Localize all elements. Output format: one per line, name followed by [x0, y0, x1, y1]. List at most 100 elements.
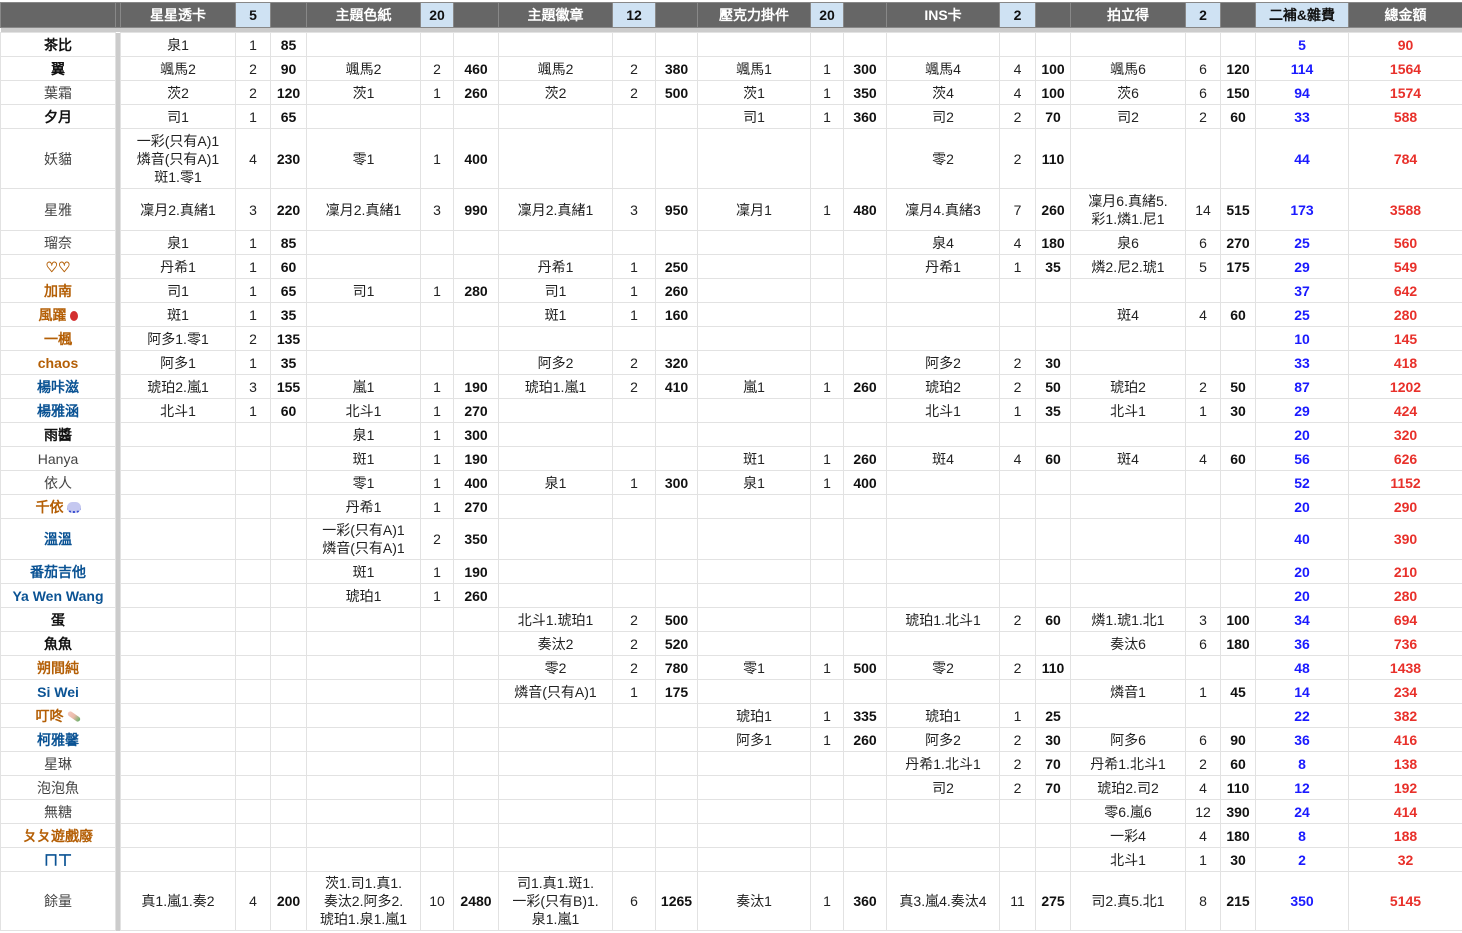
- item-cell[interactable]: 颯馬2: [307, 57, 421, 81]
- qty-cell[interactable]: 3: [1186, 608, 1221, 632]
- price-cell[interactable]: 300: [656, 471, 698, 495]
- fee-cell[interactable]: 22: [1256, 704, 1349, 728]
- qty-cell[interactable]: [236, 519, 271, 560]
- price-cell[interactable]: [1221, 129, 1256, 189]
- qty-cell[interactable]: 2: [236, 327, 271, 351]
- price-cell[interactable]: 270: [1221, 231, 1256, 255]
- fee-cell[interactable]: 40: [1256, 519, 1349, 560]
- price-cell[interactable]: [1221, 519, 1256, 560]
- item-cell[interactable]: 阿多1.零1: [121, 327, 236, 351]
- qty-cell[interactable]: [811, 680, 844, 704]
- total-cell[interactable]: 210: [1349, 560, 1462, 584]
- item-cell[interactable]: 嵐1: [698, 375, 811, 399]
- item-cell[interactable]: [1071, 704, 1186, 728]
- price-cell[interactable]: 60: [1221, 752, 1256, 776]
- price-cell[interactable]: 175: [656, 680, 698, 704]
- price-cell[interactable]: [454, 327, 499, 351]
- qty-cell[interactable]: [811, 608, 844, 632]
- qty-cell[interactable]: [236, 800, 271, 824]
- item-cell[interactable]: [307, 824, 421, 848]
- price-cell[interactable]: [656, 584, 698, 608]
- buyer-name-cell[interactable]: 叮咚: [1, 704, 116, 728]
- price-cell[interactable]: 990: [454, 189, 499, 231]
- item-cell[interactable]: 司1: [121, 105, 236, 129]
- qty-cell[interactable]: [613, 800, 656, 824]
- item-cell[interactable]: [499, 327, 613, 351]
- item-cell[interactable]: [1071, 423, 1186, 447]
- header-stock-qty-2[interactable]: 12: [613, 3, 656, 28]
- qty-cell[interactable]: 1: [236, 231, 271, 255]
- item-cell[interactable]: 琥珀1.北斗1: [887, 608, 1000, 632]
- item-cell[interactable]: [887, 824, 1000, 848]
- price-cell[interactable]: [1221, 656, 1256, 680]
- qty-cell[interactable]: [613, 495, 656, 519]
- price-cell[interactable]: 520: [656, 632, 698, 656]
- item-cell[interactable]: [121, 447, 236, 471]
- item-cell[interactable]: [887, 33, 1000, 57]
- price-cell[interactable]: [271, 471, 307, 495]
- header-fee[interactable]: 二補&雜費: [1256, 3, 1349, 28]
- item-cell[interactable]: [887, 423, 1000, 447]
- fee-cell[interactable]: 8: [1256, 824, 1349, 848]
- item-cell[interactable]: [499, 728, 613, 752]
- price-cell[interactable]: 500: [656, 81, 698, 105]
- price-cell[interactable]: [844, 608, 887, 632]
- item-cell[interactable]: [307, 351, 421, 375]
- qty-cell[interactable]: [613, 399, 656, 423]
- item-cell[interactable]: [121, 584, 236, 608]
- price-cell[interactable]: 220: [271, 189, 307, 231]
- item-cell[interactable]: 凜月2.真緒1: [121, 189, 236, 231]
- qty-cell[interactable]: [236, 752, 271, 776]
- header-price-cell-5[interactable]: [1221, 3, 1256, 28]
- qty-cell[interactable]: 3: [236, 375, 271, 399]
- item-cell[interactable]: 颯馬2: [121, 57, 236, 81]
- price-cell[interactable]: [844, 129, 887, 189]
- buyer-name-cell[interactable]: 溫溫: [1, 519, 116, 560]
- buyer-name-cell[interactable]: ♡♡: [1, 255, 116, 279]
- item-cell[interactable]: 燐音(只有A)1: [499, 680, 613, 704]
- price-cell[interactable]: [1221, 279, 1256, 303]
- buyer-name-cell[interactable]: 葉霜: [1, 81, 116, 105]
- qty-cell[interactable]: [1000, 848, 1036, 872]
- qty-cell[interactable]: 6: [1186, 231, 1221, 255]
- item-cell[interactable]: 泉1: [121, 33, 236, 57]
- item-cell[interactable]: [121, 519, 236, 560]
- buyer-name-cell[interactable]: 番茄吉他: [1, 560, 116, 584]
- qty-cell[interactable]: [811, 848, 844, 872]
- qty-cell[interactable]: [236, 656, 271, 680]
- fee-cell[interactable]: 48: [1256, 656, 1349, 680]
- price-cell[interactable]: [656, 231, 698, 255]
- item-cell[interactable]: [698, 560, 811, 584]
- price-cell[interactable]: [1036, 848, 1071, 872]
- header-stock-qty-4[interactable]: 2: [1000, 3, 1036, 28]
- item-cell[interactable]: 琥珀2.司2: [1071, 776, 1186, 800]
- price-cell[interactable]: [656, 560, 698, 584]
- header-category-2[interactable]: 主題徽章: [499, 3, 613, 28]
- qty-cell[interactable]: 2: [1000, 608, 1036, 632]
- item-cell[interactable]: 北斗1: [1071, 399, 1186, 423]
- item-cell[interactable]: [307, 704, 421, 728]
- qty-cell[interactable]: 4: [1000, 447, 1036, 471]
- fee-cell[interactable]: 5: [1256, 33, 1349, 57]
- qty-cell[interactable]: 2: [1186, 375, 1221, 399]
- qty-cell[interactable]: 1: [421, 584, 454, 608]
- item-cell[interactable]: [307, 728, 421, 752]
- buyer-name-cell[interactable]: 翼: [1, 57, 116, 81]
- fee-cell[interactable]: 56: [1256, 447, 1349, 471]
- qty-cell[interactable]: 2: [421, 519, 454, 560]
- item-cell[interactable]: 斑1: [307, 560, 421, 584]
- price-cell[interactable]: 30: [1221, 848, 1256, 872]
- price-cell[interactable]: [454, 255, 499, 279]
- item-cell[interactable]: 斑4: [1071, 303, 1186, 327]
- qty-cell[interactable]: 2: [1186, 105, 1221, 129]
- qty-cell[interactable]: [613, 129, 656, 189]
- fee-cell[interactable]: 36: [1256, 632, 1349, 656]
- price-cell[interactable]: [454, 33, 499, 57]
- qty-cell[interactable]: [1000, 327, 1036, 351]
- price-cell[interactable]: 950: [656, 189, 698, 231]
- total-cell[interactable]: 549: [1349, 255, 1462, 279]
- total-cell[interactable]: 736: [1349, 632, 1462, 656]
- qty-cell[interactable]: 1: [421, 81, 454, 105]
- fee-cell[interactable]: 20: [1256, 560, 1349, 584]
- item-cell[interactable]: 阿多2: [887, 728, 1000, 752]
